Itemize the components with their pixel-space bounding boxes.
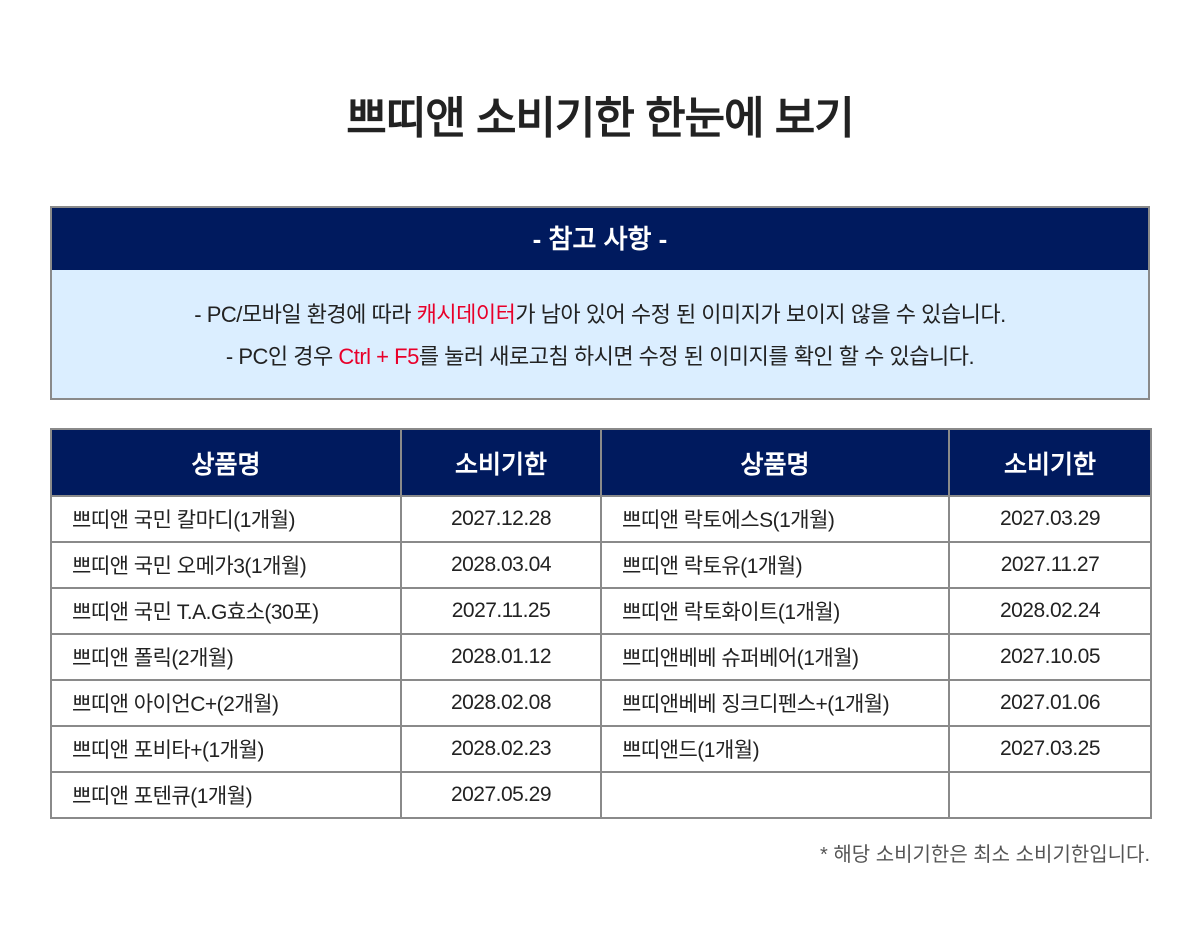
notice-text: 가 남아 있어 수정 된 이미지가 보이지 않을 수 있습니다. <box>515 302 1006 327</box>
expiry-date-cell: 2027.11.27 <box>948 541 1152 589</box>
notice-text: - PC/모바일 환경에 따라 <box>194 302 417 327</box>
column-header-product: 상품명 <box>50 428 402 497</box>
product-name-cell: 쁘띠앤 국민 T.A.G효소(30포) <box>50 587 402 635</box>
footnote: * 해당 소비기한은 최소 소비기한입니다. <box>820 844 1150 866</box>
expiry-table: 상품명 소비기한 상품명 소비기한 쁘띠앤 국민 칼마디(1개월) 2027.12… <box>50 428 1152 819</box>
notice-text: - PC인 경우 <box>225 344 339 369</box>
column-header-expiry: 소비기한 <box>400 428 602 497</box>
expiry-date-cell: 2028.03.04 <box>400 541 602 589</box>
column-header-expiry: 소비기한 <box>948 428 1152 497</box>
product-name-cell: 쁘띠앤베베 징크디펜스+(1개월) <box>600 679 950 727</box>
notice-body: - PC/모바일 환경에 따라 캐시데이터가 남아 있어 수정 된 이미지가 보… <box>52 270 1148 378</box>
table-row: 쁘띠앤 국민 T.A.G효소(30포) 2027.11.25 쁘띠앤 락토화이트(1… <box>50 587 1152 635</box>
expiry-date-cell: 2027.03.29 <box>948 495 1152 543</box>
expiry-date-cell: 2028.02.24 <box>948 587 1152 635</box>
product-name-cell: 쁘띠앤 폴릭(2개월) <box>50 633 402 681</box>
notice-text: 를 눌러 새로고침 하시면 수정 된 이미지를 확인 할 수 있습니다. <box>418 344 975 369</box>
expiry-date-cell: 2028.02.23 <box>400 725 602 773</box>
notice-line-2: - PC인 경우 Ctrl + F5를 눌러 새로고침 하시면 수정 된 이미지… <box>52 336 1148 378</box>
expiry-date-cell: 2028.01.12 <box>400 633 602 681</box>
expiry-date-cell: 2027.10.05 <box>948 633 1152 681</box>
product-name-cell: 쁘띠앤 포텐큐(1개월) <box>50 771 402 819</box>
product-name-cell: 쁘띠앤 락토에스S(1개월) <box>600 495 950 543</box>
table-row: 쁘띠앤 폴릭(2개월) 2028.01.12 쁘띠앤베베 슈퍼베어(1개월) 2027… <box>50 633 1152 681</box>
product-name-cell: 쁘띠앤드(1개월) <box>600 725 950 773</box>
notice-highlight: Ctrl + F5 <box>338 344 419 369</box>
table-row: 쁘띠앤 국민 칼마디(1개월) 2027.12.28 쁘띠앤 락토에스S(1개월) 2… <box>50 495 1152 543</box>
expiry-date-cell: 2027.05.29 <box>400 771 602 819</box>
product-name-cell: 쁘띠앤베베 슈퍼베어(1개월) <box>600 633 950 681</box>
column-header-product: 상품명 <box>600 428 950 497</box>
expiry-date-cell: 2027.03.25 <box>948 725 1152 773</box>
expiry-date-cell: 2027.12.28 <box>400 495 602 543</box>
notice-box: - 참고 사항 - - PC/모바일 환경에 따라 캐시데이터가 남아 있어 수… <box>50 206 1150 400</box>
product-name-cell <box>600 771 950 819</box>
table-row: 쁘띠앤 국민 오메가3(1개월) 2028.03.04 쁘띠앤 락토유(1개월) 20… <box>50 541 1152 589</box>
product-name-cell: 쁘띠앤 락토화이트(1개월) <box>600 587 950 635</box>
product-name-cell: 쁘띠앤 포비타+(1개월) <box>50 725 402 773</box>
table-row: 쁘띠앤 포텐큐(1개월) 2027.05.29 <box>50 771 1152 819</box>
expiry-date-cell: 2027.11.25 <box>400 587 602 635</box>
notice-highlight: 캐시데이터 <box>416 302 516 327</box>
page-title: 쁘띠앤 소비기한 한눈에 보기 <box>346 94 854 143</box>
product-name-cell: 쁘띠앤 국민 칼마디(1개월) <box>50 495 402 543</box>
product-name-cell: 쁘띠앤 아이언C+(2개월) <box>50 679 402 727</box>
expiry-date-cell: 2027.01.06 <box>948 679 1152 727</box>
table-row: 쁘띠앤 포비타+(1개월) 2028.02.23 쁘띠앤드(1개월) 2027.03.… <box>50 725 1152 773</box>
notice-heading: - 참고 사항 - <box>52 208 1148 270</box>
table-row: 쁘띠앤 아이언C+(2개월) 2028.02.08 쁘띠앤베베 징크디펜스+(1개월… <box>50 679 1152 727</box>
product-name-cell: 쁘띠앤 국민 오메가3(1개월) <box>50 541 402 589</box>
product-name-cell: 쁘띠앤 락토유(1개월) <box>600 541 950 589</box>
expiry-date-cell: 2028.02.08 <box>400 679 602 727</box>
notice-line-1: - PC/모바일 환경에 따라 캐시데이터가 남아 있어 수정 된 이미지가 보… <box>52 294 1148 336</box>
expiry-date-cell <box>948 771 1152 819</box>
table-header-row: 상품명 소비기한 상품명 소비기한 <box>50 428 1152 497</box>
